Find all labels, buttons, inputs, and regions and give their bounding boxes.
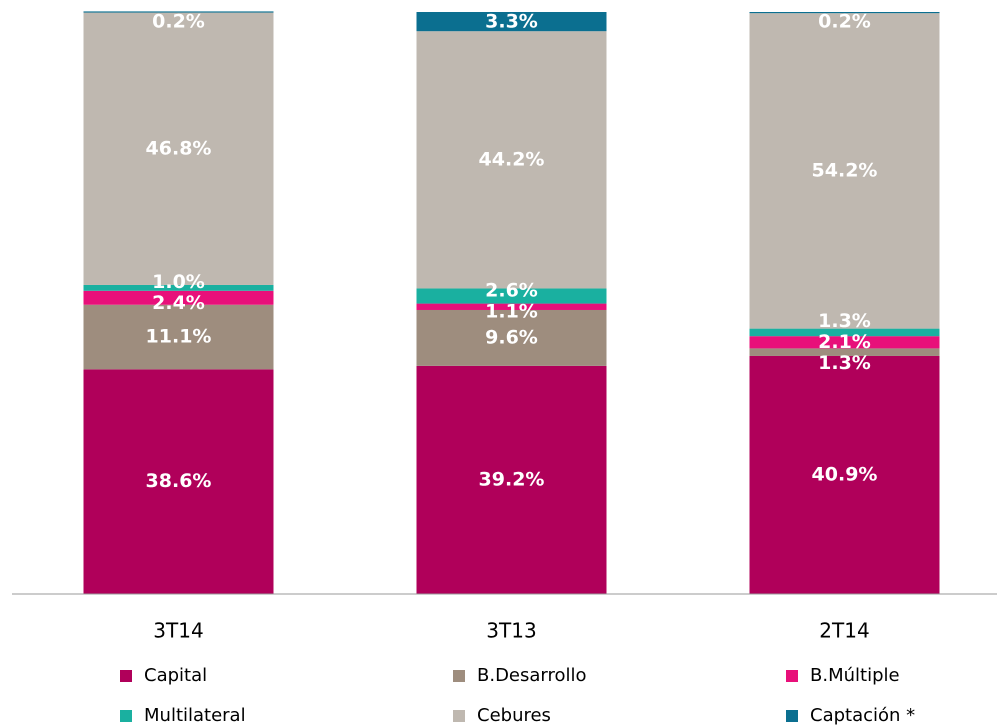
bar-segment [416,288,607,304]
value-label: 3.3% [485,11,538,33]
legend-swatch [786,710,798,722]
bar-segment [416,365,607,594]
value-label: 1.0% [152,271,205,293]
legend-label: Capital [144,665,207,686]
bar-segment [416,303,607,310]
legend-swatch [120,670,132,682]
value-label: 1.3% [818,352,871,374]
value-label: 38.6% [146,470,212,492]
bar-segment [749,12,940,14]
legend-swatch [453,670,465,682]
value-label: 9.6% [485,326,538,348]
bar-segment [83,369,274,594]
value-label: 2.6% [485,279,538,301]
value-label: 44.2% [479,148,545,170]
value-label: 0.2% [818,11,871,33]
value-label: 2.1% [818,331,871,353]
bar-segment [416,309,607,366]
bar-segment [749,355,940,594]
bar-segment [749,336,940,349]
bar-segment [83,284,274,291]
bar-segment [83,304,274,370]
bar-segment [83,290,274,305]
x-tick-label: 2T14 [819,619,869,643]
legend-label: B.Desarrollo [477,665,587,686]
bar-segment [416,12,607,32]
bar-segment [749,13,940,329]
value-label: 40.9% [812,463,878,485]
value-label: 54.2% [812,159,878,181]
legend-swatch [453,710,465,722]
value-label: 1.3% [818,310,871,332]
x-tick-label: 3T14 [153,619,203,643]
bar-segment [416,31,607,289]
value-label: 39.2% [479,468,545,490]
bar-segment [749,348,940,356]
value-label: 46.8% [146,137,212,159]
value-label: 11.1% [146,326,212,348]
bar-segment [83,11,274,13]
value-label: 0.2% [152,11,205,33]
legend-swatch [786,670,798,682]
legend-label: Multilateral [144,705,246,726]
legend-label: Cebures [477,705,551,726]
value-label: 1.1% [485,300,538,322]
legend-label: Captación * [810,705,915,726]
value-label: 2.4% [152,292,205,314]
x-tick-label: 3T13 [486,619,536,643]
bar-segment [83,12,274,285]
bar-segment [749,328,940,337]
legend-label: B.Múltiple [810,665,900,686]
legend-swatch [120,710,132,722]
